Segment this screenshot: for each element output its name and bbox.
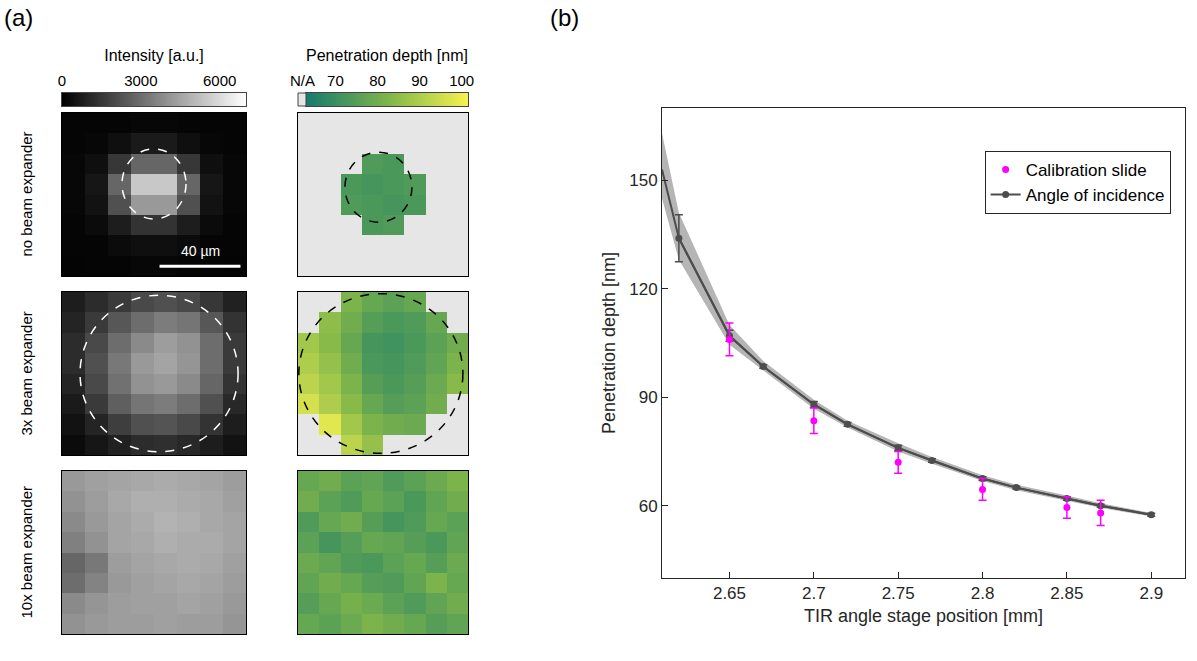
- svg-text:Calibration slide: Calibration slide: [1026, 161, 1147, 180]
- svg-text:N/A: N/A: [290, 72, 315, 89]
- svg-text:6000: 6000: [203, 72, 236, 89]
- svg-text:2.75: 2.75: [882, 584, 915, 603]
- svg-text:100: 100: [449, 72, 474, 89]
- svg-text:120: 120: [629, 280, 657, 299]
- svg-text:Penetration depth [nm]: Penetration depth [nm]: [306, 47, 468, 64]
- svg-text:Angle of incidence: Angle of incidence: [1026, 186, 1165, 205]
- svg-text:2.85: 2.85: [1050, 584, 1083, 603]
- svg-text:2.65: 2.65: [713, 584, 746, 603]
- svg-text:(a): (a): [4, 4, 33, 31]
- svg-text:Penetration depth [nm]: Penetration depth [nm]: [599, 252, 619, 434]
- svg-text:40 µm: 40 µm: [181, 243, 220, 259]
- svg-text:70: 70: [327, 72, 344, 89]
- svg-text:2.7: 2.7: [802, 584, 826, 603]
- svg-text:60: 60: [639, 497, 658, 516]
- svg-text:(b): (b): [550, 4, 579, 31]
- svg-text:no beam expander: no beam expander: [18, 131, 35, 256]
- svg-text:Intensity [a.u.]: Intensity [a.u.]: [104, 47, 204, 64]
- svg-text:3x beam expander: 3x beam expander: [18, 311, 35, 435]
- svg-text:90: 90: [411, 72, 428, 89]
- svg-text:150: 150: [629, 171, 657, 190]
- svg-text:0: 0: [58, 72, 66, 89]
- svg-text:90: 90: [639, 388, 658, 407]
- svg-text:2.8: 2.8: [971, 584, 995, 603]
- svg-text:TIR angle stage position [mm]: TIR angle stage position [mm]: [804, 606, 1043, 626]
- svg-text:3000: 3000: [124, 72, 157, 89]
- svg-text:10x beam expander: 10x beam expander: [18, 486, 35, 619]
- svg-text:80: 80: [369, 72, 386, 89]
- svg-text:2.9: 2.9: [1139, 584, 1163, 603]
